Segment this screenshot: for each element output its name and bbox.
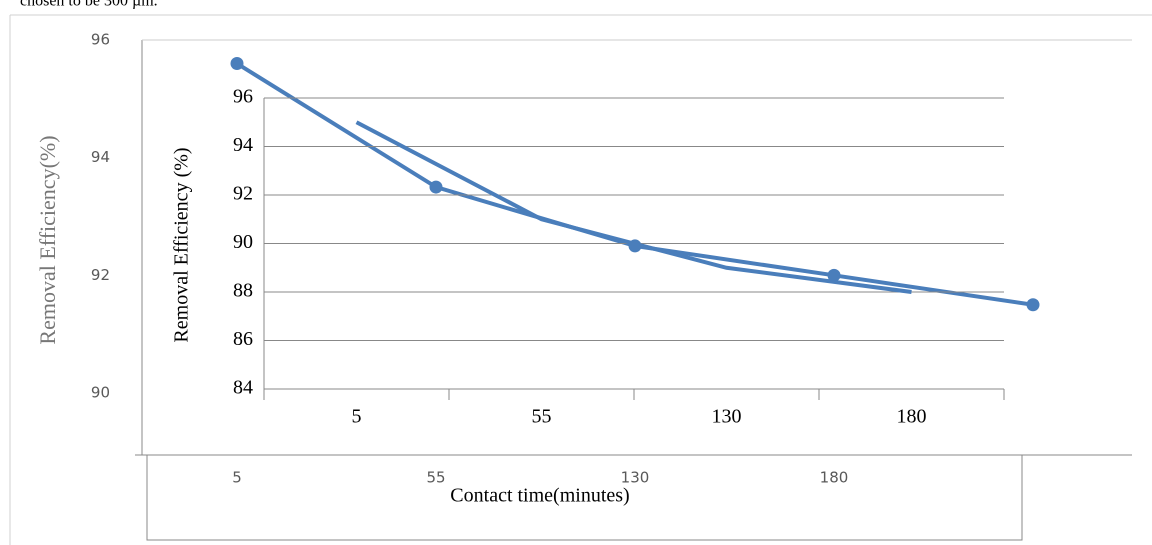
y-tick-label: 88	[233, 280, 253, 302]
y-tick-label: 96	[233, 86, 253, 108]
y-tick-label: 90	[91, 384, 110, 402]
y-tick-label: 92	[91, 266, 110, 284]
x-tick-label: 130	[712, 406, 742, 428]
x-tick-label: 180	[897, 406, 927, 428]
y-axis-title: Removal Efficiency(%)	[35, 135, 60, 344]
data-line	[235, 61, 1034, 307]
y-tick-label: 86	[233, 328, 253, 350]
y-tick-label: 96	[91, 31, 110, 49]
y-tick-label: 84	[233, 377, 253, 399]
y-tick-label: 94	[91, 148, 110, 166]
data-point	[230, 57, 244, 71]
data-point	[827, 268, 841, 282]
x-axis-title: Contact time(minutes)	[450, 485, 629, 507]
y-tick-label: 90	[233, 231, 253, 253]
y-tick-label: 94	[233, 134, 253, 156]
y-axis-title: Removal Efficiency (%)	[171, 147, 193, 342]
header-text: chosen to be 300 µm.	[20, 0, 158, 10]
x-tick-label: 180	[820, 469, 849, 487]
x-tick-label: 55	[426, 469, 445, 487]
data-point	[1026, 298, 1040, 312]
data-point	[429, 180, 443, 194]
x-tick-label: 130	[621, 469, 650, 487]
x-tick-label: 5	[352, 406, 362, 428]
y-tick-label: 92	[233, 183, 253, 205]
x-tick-label: 55	[532, 406, 552, 428]
data-line	[355, 120, 912, 294]
x-tick-label: 5	[232, 469, 242, 487]
